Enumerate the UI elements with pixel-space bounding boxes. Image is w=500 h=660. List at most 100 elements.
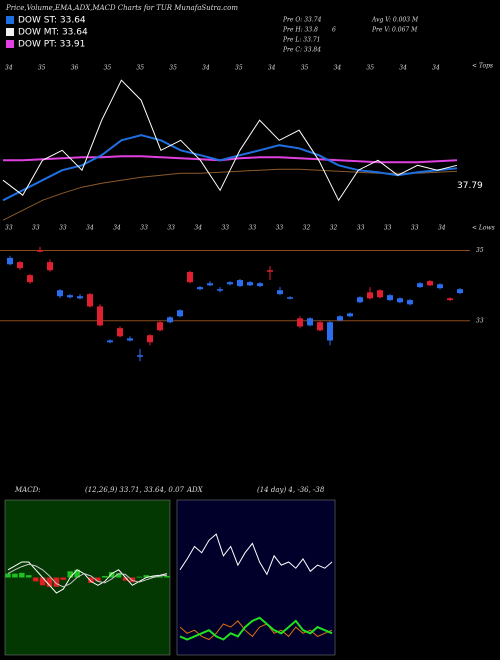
candle-body (337, 316, 343, 321)
top-label: 34 (399, 65, 407, 72)
candle-body (207, 283, 213, 286)
low-label: 33 (167, 225, 175, 232)
candle-body (107, 340, 113, 343)
candle-body (147, 335, 153, 343)
candle-body (387, 295, 393, 301)
tops-label: < Tops (472, 63, 493, 70)
page-title: Price,Volume,EMA,ADX,MACD Charts for TUR… (5, 4, 238, 12)
histogram-bar (122, 577, 129, 581)
candle-body (377, 290, 383, 298)
series-line (179, 533, 333, 576)
y-tick-label: 33 (476, 317, 484, 324)
candle-body (247, 282, 253, 286)
histogram-bar (129, 577, 136, 583)
candle-body (97, 306, 103, 326)
legend-label: DOW MT: 33.64 (18, 28, 88, 38)
candle-body (47, 262, 53, 271)
series-line (2, 134, 458, 202)
histogram-bar (67, 571, 73, 578)
candle-body (257, 283, 263, 287)
panel-title: MACD: (14, 486, 41, 494)
low-label: 33 (140, 225, 148, 232)
panel-subtitle: (12,26,9) 33.71, 33.64, 0.07 (85, 486, 185, 494)
histogram-bar (46, 577, 53, 587)
y-tick-label: 35 (476, 247, 484, 254)
legend-swatch (6, 16, 14, 24)
top-label: 34 (268, 65, 276, 72)
candle-body (167, 317, 173, 323)
histogram-bar (53, 577, 60, 587)
candle-body (117, 328, 123, 337)
low-label: 33 (411, 225, 419, 232)
top-label: 34 (432, 65, 440, 72)
info: Avg V: 0.003 M (371, 17, 419, 24)
info: Pre C: 33.84 (282, 47, 321, 54)
histogram-bar (143, 575, 150, 578)
candle-body (297, 318, 303, 327)
candle-body (457, 289, 463, 294)
histogram-bar (12, 573, 18, 578)
series-line (7, 563, 168, 588)
histogram-bar (39, 577, 46, 586)
panel (176, 499, 336, 656)
candle-body (287, 297, 293, 299)
legend-swatch (6, 28, 14, 36)
candle-body (187, 271, 193, 283)
candle-body (317, 322, 323, 331)
candle-body (7, 257, 13, 265)
legend-label: DOW PT: 33.91 (18, 40, 85, 50)
candle-body (17, 262, 23, 269)
histogram-bar (108, 572, 115, 578)
histogram-bar (157, 576, 163, 578)
series-line (179, 616, 333, 641)
top-label: 35 (104, 65, 112, 72)
histogram-bar (74, 569, 80, 578)
series-line (2, 79, 458, 202)
histogram-bar (95, 577, 101, 582)
last-value: 37.79 (457, 181, 483, 191)
histogram-bar (115, 573, 122, 578)
candle-body (87, 294, 93, 307)
info: Pre O: 33.74 (282, 17, 322, 24)
candle-body (447, 298, 453, 301)
info: Pre L: 33.71 (282, 37, 320, 44)
candle-body (307, 318, 313, 326)
lows-label: < Lows (472, 225, 495, 232)
top-label: 34 (5, 65, 13, 72)
legend-swatch (6, 40, 14, 48)
low-label: 32 (330, 225, 338, 232)
low-label: 34 (438, 225, 446, 232)
candle-body (427, 281, 433, 286)
low-label: 33 (5, 225, 13, 232)
top-label: 35 (366, 65, 374, 72)
series-line (7, 561, 168, 594)
histogram-bar (102, 575, 108, 578)
low-label: 33 (384, 225, 392, 232)
low-label: 33 (32, 225, 40, 232)
top-label: 34 (334, 65, 342, 72)
top-label: 34 (202, 65, 210, 72)
histogram-bar (60, 577, 67, 580)
top-label: 36 (71, 65, 79, 72)
top-label: 35 (136, 65, 144, 72)
top-label: 35 (169, 65, 177, 72)
info: Pre H: 33.8 (282, 27, 318, 34)
info: 6 (332, 27, 336, 34)
candle-body (27, 275, 33, 283)
top-label: 35 (235, 65, 243, 72)
candle-body (157, 322, 163, 331)
candle-body (77, 296, 83, 299)
top-label: 35 (38, 65, 46, 72)
histogram-bar (136, 576, 143, 578)
legend-label: DOW ST: 33.64 (18, 16, 86, 26)
histogram-bar (25, 575, 32, 578)
low-label: 34 (86, 225, 94, 232)
histogram-bar (88, 577, 94, 583)
candle-body (127, 338, 133, 341)
candle-body (237, 280, 243, 287)
candle-body (367, 292, 373, 299)
low-label: 32 (303, 225, 311, 232)
candle-body (57, 290, 63, 297)
panel-subtitle: (14 day) 4, -36, -38 (257, 486, 325, 494)
histogram-bar (19, 572, 25, 578)
